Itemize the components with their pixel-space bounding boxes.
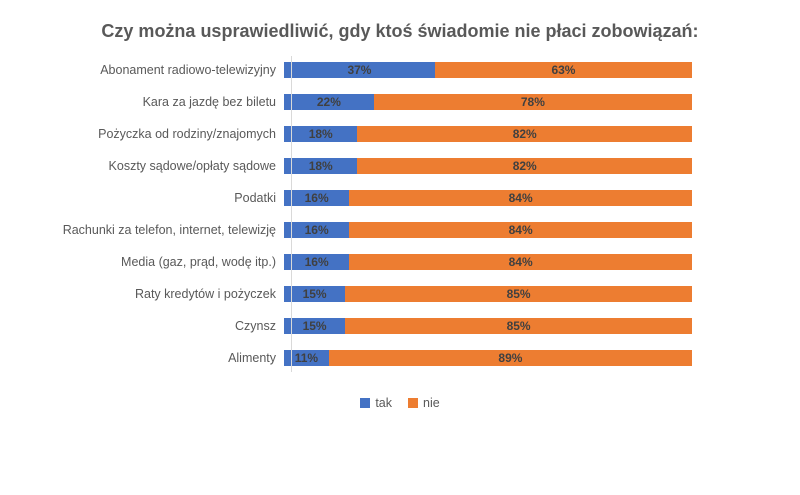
value-label: 37% — [347, 63, 372, 77]
stacked-bar-chart: Czy można usprawiedliwić, gdy ktoś świad… — [0, 18, 800, 495]
bar-segment-tak: 16% — [284, 254, 350, 270]
bar-segment-tak: 11% — [284, 350, 329, 366]
legend-swatch-tak — [360, 398, 371, 408]
legend: tak nie — [0, 396, 800, 410]
bar-segment-nie: 84% — [349, 222, 692, 238]
legend-label: nie — [423, 396, 440, 410]
bar-segment-nie: 84% — [349, 190, 692, 206]
bar-row: Media (gaz, prąd, wodę itp.) 16% 84% — [0, 246, 800, 278]
legend-swatch-nie — [408, 398, 418, 408]
plot-area: Abonament radiowo-telewizyjny 37% 63% Kara … — [0, 54, 800, 374]
value-label: 85% — [506, 287, 531, 301]
bar-track: 18% 82% — [284, 158, 692, 174]
bar-track: 18% 82% — [284, 126, 692, 142]
bar-segment-tak: 16% — [284, 190, 350, 206]
value-label: 82% — [512, 159, 537, 173]
bar-track: 16% 84% — [284, 222, 692, 238]
bar-track: 37% 63% — [284, 62, 692, 78]
category-label: Czynsz — [235, 319, 276, 333]
bar-segment-nie: 78% — [373, 94, 692, 110]
value-label: 78% — [520, 95, 545, 109]
bar-segment-tak: 37% — [284, 62, 435, 78]
bar-segment-tak: 22% — [284, 94, 374, 110]
bar-row: Abonament radiowo-telewizyjny 37% 63% — [0, 54, 800, 86]
category-label: Alimenty — [228, 351, 276, 365]
value-label: 11% — [294, 351, 319, 365]
category-label: Rachunki za telefon, internet, telewizję — [62, 223, 276, 237]
bar-segment-nie: 84% — [349, 254, 692, 270]
category-label: Raty kredytów i pożyczek — [134, 287, 276, 301]
bar-segment-nie: 89% — [328, 350, 692, 366]
bar-segment-tak: 15% — [284, 318, 346, 334]
value-label: 82% — [512, 127, 537, 141]
value-label: 15% — [302, 287, 327, 301]
category-label: Koszty sądowe/opłaty sądowe — [108, 159, 276, 173]
category-label: Pożyczka od rodziny/znajomych — [98, 127, 276, 141]
chart-title: Czy można usprawiedliwić, gdy ktoś świad… — [101, 21, 699, 41]
bar-track: 15% 85% — [284, 318, 692, 334]
bar-row: Podatki 16% 84% — [0, 182, 800, 214]
bar-segment-tak: 18% — [284, 126, 358, 142]
value-label: 84% — [508, 191, 533, 205]
bar-segment-nie: 82% — [357, 158, 692, 174]
legend-item-tak: tak — [360, 396, 392, 410]
value-label: 15% — [302, 319, 327, 333]
category-label: Kara za jazdę bez biletu — [142, 95, 276, 109]
value-label: 22% — [316, 95, 341, 109]
plot-rows: Abonament radiowo-telewizyjny 37% 63% Kara … — [0, 54, 800, 374]
bar-track: 16% 84% — [284, 190, 692, 206]
bar-segment-nie: 63% — [434, 62, 692, 78]
value-label: 16% — [304, 191, 329, 205]
value-label: 16% — [304, 223, 329, 237]
bar-row: Pożyczka od rodziny/znajomych 18% 82% — [0, 118, 800, 150]
bar-segment-nie: 85% — [345, 286, 692, 302]
bar-track: 11% 89% — [284, 350, 692, 366]
bar-segment-nie: 85% — [345, 318, 692, 334]
value-label: 18% — [308, 159, 333, 173]
value-label: 84% — [508, 223, 533, 237]
category-label: Podatki — [234, 191, 276, 205]
bar-segment-nie: 82% — [357, 126, 692, 142]
value-label: 16% — [304, 255, 329, 269]
category-label: Media (gaz, prąd, wodę itp.) — [121, 255, 276, 269]
bar-row: Kara za jazdę bez biletu 22% 78% — [0, 86, 800, 118]
bar-row: Raty kredytów i pożyczek 15% 85% — [0, 278, 800, 310]
value-label: 18% — [308, 127, 333, 141]
category-axis-line — [291, 56, 292, 372]
value-label: 85% — [506, 319, 531, 333]
bar-track: 15% 85% — [284, 286, 692, 302]
value-label: 89% — [498, 351, 523, 365]
legend-label: tak — [375, 396, 392, 410]
bar-row: Alimenty 11% 89% — [0, 342, 800, 374]
value-label: 63% — [551, 63, 576, 77]
bar-row: Czynsz 15% 85% — [0, 310, 800, 342]
bar-segment-tak: 15% — [284, 286, 346, 302]
bar-segment-tak: 16% — [284, 222, 350, 238]
bar-segment-tak: 18% — [284, 158, 358, 174]
bar-row: Rachunki za telefon, internet, telewizję… — [0, 214, 800, 246]
category-label: Abonament radiowo-telewizyjny — [100, 63, 276, 77]
bar-row: Koszty sądowe/opłaty sądowe 18% 82% — [0, 150, 800, 182]
bar-track: 16% 84% — [284, 254, 692, 270]
bar-track: 22% 78% — [284, 94, 692, 110]
legend-item-nie: nie — [408, 396, 440, 410]
value-label: 84% — [508, 255, 533, 269]
